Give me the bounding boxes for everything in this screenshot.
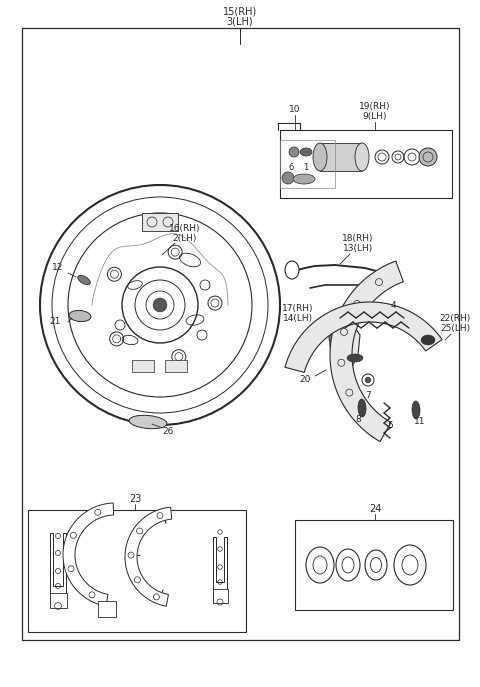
Bar: [142, 213, 178, 231]
Text: 17(RH): 17(RH): [282, 304, 314, 313]
Bar: [22, 28, 459, 640]
Polygon shape: [330, 328, 360, 378]
Polygon shape: [285, 302, 442, 372]
Text: 7: 7: [365, 390, 371, 400]
Text: 23: 23: [129, 494, 141, 504]
Text: 25(LH): 25(LH): [440, 324, 470, 333]
Text: 8: 8: [355, 416, 361, 425]
Bar: [280, 140, 335, 188]
Ellipse shape: [69, 311, 91, 322]
Polygon shape: [213, 537, 227, 602]
Text: 24: 24: [369, 504, 381, 514]
Polygon shape: [125, 507, 172, 606]
Text: 6: 6: [288, 163, 294, 172]
Bar: [165, 360, 187, 372]
Ellipse shape: [285, 261, 299, 279]
Text: 14(LH): 14(LH): [283, 313, 313, 322]
Ellipse shape: [313, 143, 327, 171]
Text: 3(LH): 3(LH): [227, 17, 253, 27]
Polygon shape: [330, 261, 403, 442]
Bar: [320, 143, 362, 171]
Ellipse shape: [355, 143, 369, 171]
Text: 2(LH): 2(LH): [173, 234, 197, 243]
Text: 13(LH): 13(LH): [343, 243, 373, 253]
Ellipse shape: [412, 401, 420, 419]
Text: 26: 26: [162, 427, 174, 436]
Bar: [295, 520, 453, 610]
Bar: [28, 510, 246, 632]
Bar: [280, 130, 452, 198]
Ellipse shape: [421, 335, 435, 345]
Text: 4: 4: [390, 302, 396, 311]
Circle shape: [282, 172, 294, 184]
Bar: [213, 589, 228, 602]
Ellipse shape: [300, 148, 312, 156]
Text: 16(RH): 16(RH): [169, 223, 201, 232]
Text: 20: 20: [300, 376, 311, 385]
Text: 21: 21: [49, 317, 60, 326]
Text: 22(RH): 22(RH): [439, 313, 470, 322]
Ellipse shape: [293, 174, 315, 184]
Text: 15(RH): 15(RH): [223, 7, 257, 17]
Bar: [49, 593, 67, 608]
Text: 19(RH): 19(RH): [359, 102, 391, 111]
Polygon shape: [50, 533, 66, 606]
Bar: [98, 601, 116, 617]
Ellipse shape: [358, 399, 366, 417]
Text: 18(RH): 18(RH): [342, 234, 374, 243]
Bar: [132, 360, 154, 372]
Text: 9(LH): 9(LH): [363, 113, 387, 122]
Text: 12: 12: [52, 264, 64, 273]
Circle shape: [153, 298, 167, 312]
Circle shape: [289, 147, 299, 157]
Text: 11: 11: [414, 418, 426, 427]
Ellipse shape: [347, 354, 363, 362]
Text: 10: 10: [289, 106, 301, 115]
Polygon shape: [63, 503, 114, 606]
Text: 5: 5: [387, 420, 393, 429]
Circle shape: [146, 291, 174, 319]
Ellipse shape: [129, 416, 167, 429]
Ellipse shape: [379, 267, 397, 279]
Text: 1: 1: [303, 163, 309, 172]
Circle shape: [419, 148, 437, 166]
Ellipse shape: [78, 275, 90, 284]
Circle shape: [365, 377, 371, 383]
